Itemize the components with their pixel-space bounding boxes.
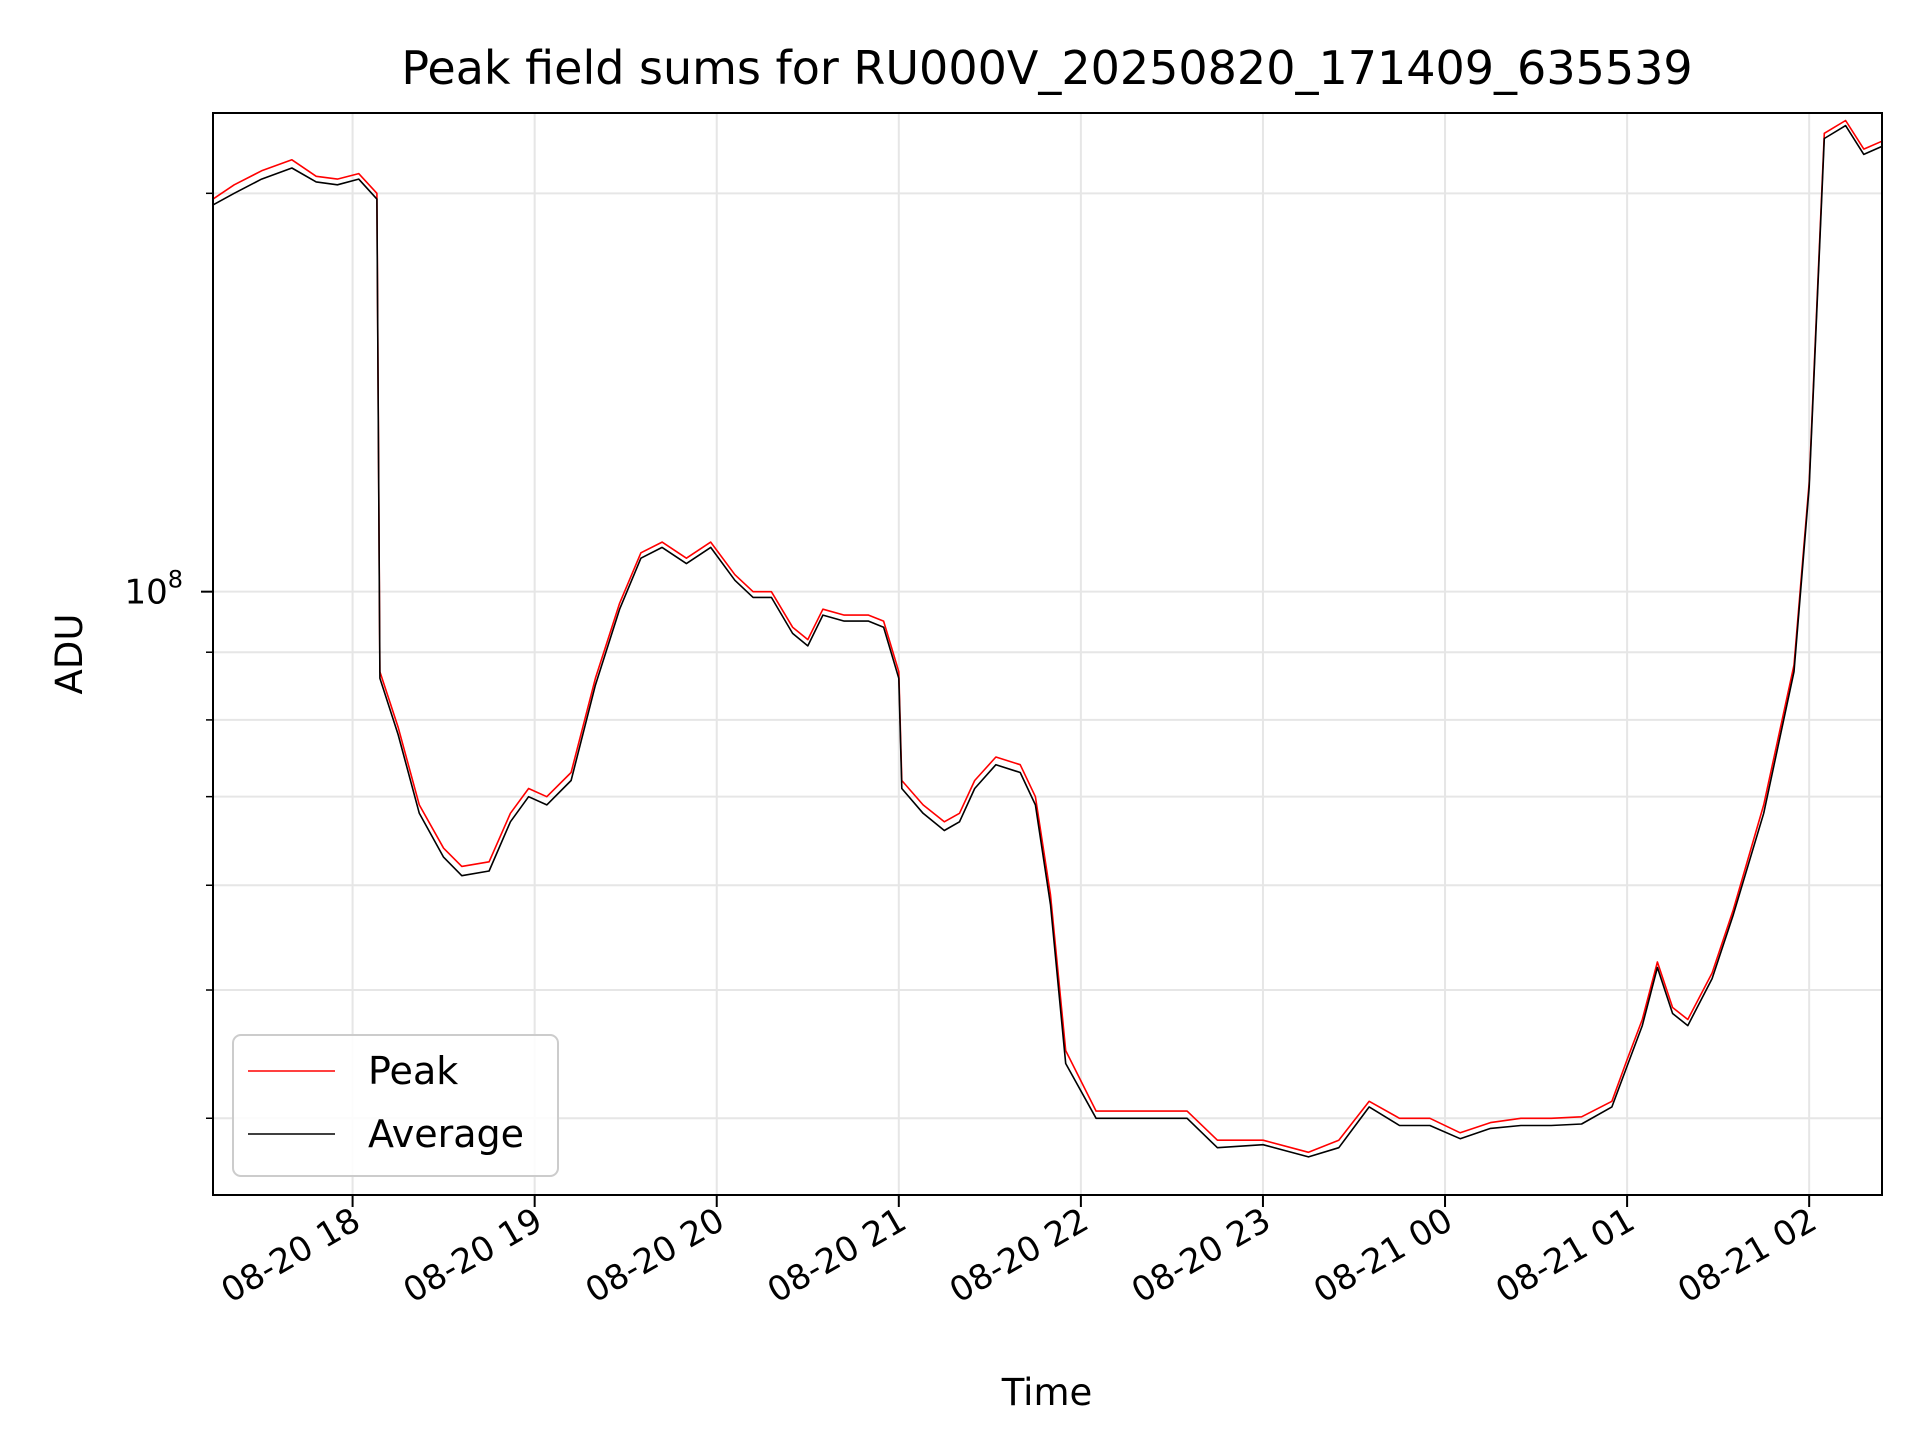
series-line-peak bbox=[212, 119, 1883, 1154]
series-layer bbox=[212, 119, 1883, 1158]
legend: Peak Average bbox=[232, 1034, 559, 1177]
chart-title: Peak field sums for RU000V_20250820_1714… bbox=[401, 41, 1692, 95]
y-tick-label-base: 10 bbox=[124, 573, 167, 613]
plot-frame bbox=[212, 112, 1883, 1196]
y-axis-label: ADU bbox=[48, 614, 91, 695]
y-tick-label-exponent: 8 bbox=[168, 566, 183, 594]
x-axis-label: Time bbox=[1001, 1371, 1093, 1414]
legend-label-average: Average bbox=[368, 1112, 524, 1156]
y-axis: 108 bbox=[124, 192, 213, 1120]
grid bbox=[213, 113, 1882, 1195]
y-tick-label: 108 bbox=[124, 566, 183, 613]
series-line-average bbox=[212, 124, 1883, 1158]
legend-label-peak: Peak bbox=[368, 1049, 458, 1093]
